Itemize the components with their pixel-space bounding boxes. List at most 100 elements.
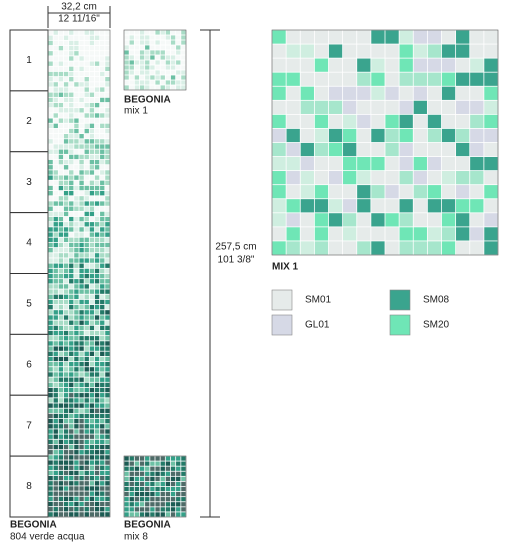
tile — [84, 387, 89, 393]
tile — [89, 356, 95, 362]
tile — [48, 299, 53, 305]
tile — [134, 512, 140, 517]
tile — [58, 496, 64, 502]
tile — [371, 171, 385, 185]
tile — [105, 35, 110, 40]
tile — [100, 507, 105, 512]
tile — [79, 289, 84, 294]
row-box — [9, 273, 49, 335]
tile — [399, 171, 413, 185]
tile — [89, 253, 95, 258]
tile — [69, 201, 74, 206]
tile — [63, 51, 69, 56]
tile — [79, 185, 84, 191]
tile — [53, 284, 58, 289]
tile — [89, 330, 95, 336]
tile — [413, 199, 427, 213]
tile — [484, 44, 498, 58]
tile — [105, 175, 110, 180]
tile — [145, 461, 150, 466]
tile — [89, 325, 95, 331]
tile — [74, 491, 79, 496]
tile — [53, 144, 58, 149]
tile — [79, 237, 84, 243]
tile — [105, 470, 110, 476]
tile — [170, 502, 176, 507]
tile — [105, 387, 110, 393]
tile — [84, 263, 89, 268]
tile — [53, 222, 58, 227]
tile — [84, 247, 89, 253]
tile — [69, 289, 74, 294]
tile — [272, 44, 286, 58]
tile — [63, 413, 69, 419]
tile — [441, 185, 456, 199]
tile — [79, 118, 84, 123]
tile — [129, 476, 134, 482]
tile — [165, 476, 171, 482]
tile — [84, 242, 89, 248]
tile — [48, 501, 53, 507]
tile — [176, 35, 181, 40]
tile — [48, 61, 53, 66]
tile — [343, 44, 357, 58]
tile — [63, 206, 69, 211]
tile — [145, 512, 150, 517]
tile — [94, 413, 100, 419]
tile — [84, 196, 89, 201]
tile — [456, 142, 470, 157]
tile — [69, 102, 74, 108]
tile — [89, 361, 95, 367]
tile — [58, 56, 64, 61]
tile — [413, 156, 427, 171]
tile — [69, 258, 74, 263]
tile — [53, 434, 58, 439]
tile — [63, 403, 69, 408]
tile — [314, 114, 329, 129]
tile — [53, 512, 58, 517]
tile — [84, 175, 89, 180]
tile — [69, 450, 74, 455]
tile — [300, 44, 314, 58]
tile — [100, 470, 105, 476]
tile — [105, 82, 110, 87]
tile — [371, 199, 385, 213]
tile — [58, 30, 64, 35]
tile — [69, 330, 74, 336]
tile — [100, 30, 105, 35]
tile — [89, 413, 95, 419]
tile — [456, 86, 470, 100]
tile — [160, 456, 165, 461]
tile — [286, 30, 300, 44]
tile — [385, 100, 399, 114]
tile — [170, 471, 176, 476]
tile — [100, 501, 105, 507]
tile — [100, 87, 105, 92]
tile — [134, 55, 140, 60]
tile — [58, 87, 64, 92]
tile — [94, 356, 100, 362]
tile — [170, 461, 176, 466]
tile — [53, 475, 58, 481]
tile — [48, 372, 53, 377]
tile — [58, 253, 64, 258]
tile — [272, 128, 286, 143]
tile — [124, 512, 129, 517]
tile — [124, 456, 129, 461]
height-cm: 257,5 cm — [215, 242, 256, 253]
tile — [181, 512, 186, 517]
tile — [170, 35, 176, 40]
tile — [84, 382, 89, 388]
tile — [58, 191, 64, 196]
tile — [134, 466, 140, 471]
tile — [385, 86, 399, 100]
tile — [74, 382, 79, 388]
tile — [413, 185, 427, 199]
tile — [300, 72, 314, 86]
tile — [343, 156, 357, 171]
tile — [371, 156, 385, 171]
tile — [105, 216, 110, 222]
tile — [58, 180, 64, 186]
tile — [48, 284, 53, 289]
